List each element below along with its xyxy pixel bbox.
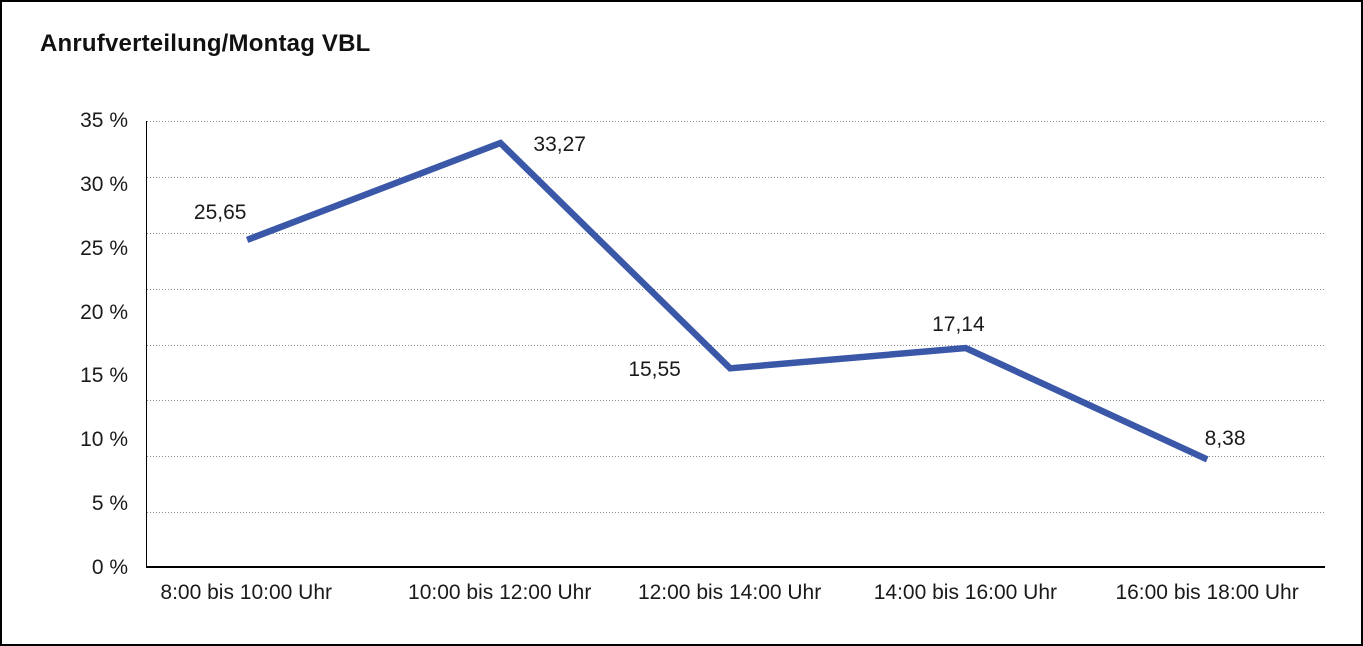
chart-title: Anrufverteilung/Montag VBL — [40, 30, 371, 57]
y-axis-tick-label: 30 % — [80, 172, 128, 196]
data-point-label: 15,55 — [628, 358, 681, 382]
y-axis-tick-label: 5 % — [91, 492, 128, 516]
y-axis-tick-label: 15 % — [80, 364, 128, 388]
gridline — [147, 512, 1325, 514]
x-axis-tick-label: 10:00 bis 12:00 Uhr — [408, 581, 592, 604]
y-axis-tick-label: 0 % — [91, 556, 128, 579]
x-axis-tick-label: 14:00 bis 16:00 Uhr — [873, 581, 1058, 604]
x-axis-tick-label: 12:00 bis 14:00 Uhr — [637, 581, 822, 604]
gridline — [147, 344, 1325, 346]
y-axis-tick-label: 20 % — [80, 300, 128, 324]
gridline — [147, 400, 1325, 402]
x-axis-tick-label: 8:00 bis 10:00 Uhr — [160, 581, 332, 604]
data-point-label: 25,65 — [193, 201, 247, 225]
gridline — [147, 121, 1325, 122]
gridline — [147, 456, 1325, 458]
y-axis-tick-label: 35 % — [80, 109, 128, 132]
gridline — [147, 232, 1325, 234]
data-point-label: 17,14 — [932, 313, 985, 337]
y-axis-tick-label: 10 % — [80, 428, 128, 452]
line-series-svg — [245, 139, 1209, 463]
x-axis-tick-label: 16:00 bis 18:00 Uhr — [1115, 581, 1299, 604]
data-point-label: 33,27 — [533, 133, 586, 157]
data-point-label: 8,38 — [1204, 426, 1246, 450]
series-line — [245, 139, 1209, 463]
plot-area: 25,65 33,27 15,55 17,14 8,38 — [146, 121, 1325, 568]
gridline — [147, 288, 1325, 290]
y-axis-tick-label: 25 % — [80, 236, 128, 260]
gridline — [147, 176, 1325, 178]
